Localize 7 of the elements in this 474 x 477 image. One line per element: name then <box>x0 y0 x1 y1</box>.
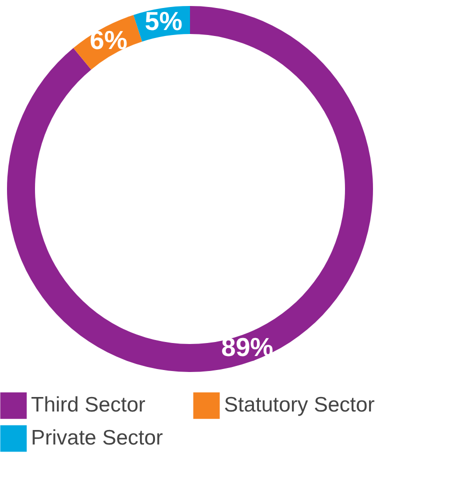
legend-label: Private Sector <box>31 426 163 450</box>
donut-slice <box>7 6 373 372</box>
data-label: 6% <box>90 24 128 55</box>
data-label: 89% <box>221 332 274 362</box>
legend-label: Third Sector <box>31 394 146 417</box>
legend-label: Statutory Sector <box>224 394 375 417</box>
data-label: 5% <box>144 6 182 36</box>
